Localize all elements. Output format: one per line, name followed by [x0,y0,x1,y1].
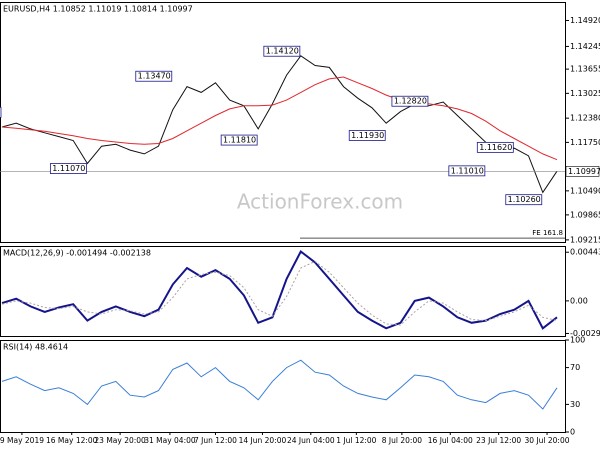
y-tick-label: 70 [570,363,580,372]
price-callout-box [0,106,2,118]
y-tick-label: 1.10490 [570,186,600,195]
y-tick-label: 1.14245 [570,42,600,51]
x-tick-label: 31 May 04:00 [144,436,196,445]
series-line [1,249,558,330]
current-price-box [565,166,600,177]
price-callout: 1.14120 [266,47,299,56]
price-callout: 1.10260 [508,195,541,204]
y-tick-label: 0.004434 [570,248,600,257]
current-price-label: 1.10997 [568,167,600,176]
title-bg [1,3,195,14]
x-tick-label: 23 Jul 12:00 [476,436,521,445]
price-callout: 1.12820 [394,97,427,106]
x-tick-label: 16 Jul 04:00 [428,436,473,445]
x-tick-label: 23 May 20:00 [94,436,146,445]
price-callout-box [263,45,301,57]
y-tick-label: 1.14920 [570,16,600,25]
x-tick-label: 8 Jul 20:00 [382,436,422,445]
price-callout: 1.11810 [223,136,256,145]
x-tick-label: 16 May 12:00 [46,436,98,445]
panel-title: RSI(14) 48.4614 [3,343,68,352]
y-tick-label: 100 [570,336,585,345]
price-callout: 1.11070 [52,164,85,173]
y-tick-label: 1.11750 [570,138,600,147]
y-tick-label: 1.13025 [570,89,600,98]
price-callout-box [476,141,514,153]
y-tick-label: 1.13655 [570,65,600,74]
x-tick-label: 7 Jun 12:00 [194,436,237,445]
x-tick-label: 30 Jul 20:00 [525,436,570,445]
price-callout-box [448,165,486,177]
x-tick-label: 9 May 2019 [0,436,44,445]
price-callout-box [391,95,429,107]
fe-label: FE 161.8 [532,229,563,237]
panel-frame [0,2,566,243]
x-tick-label: 1 Jul 12:00 [336,436,376,445]
y-tick-label: 1.09865 [570,210,600,219]
price-callout-box [505,194,543,206]
y-tick-label: 0 [570,428,575,437]
price-callout-box [348,130,386,141]
price-callout-box [49,163,87,174]
series-line [1,55,558,194]
price-callout: 1.11620 [479,143,512,152]
price-callout: 1.13470 [138,72,171,81]
x-tick-label: 14 Jun 20:00 [239,436,287,445]
price-callout: 1.11930 [351,131,384,140]
panel-frame [0,246,566,337]
series-line [1,76,558,161]
panel-frame [0,340,566,433]
y-tick-label: 1.12380 [570,114,600,123]
watermark: ActionForex.com [237,190,403,214]
price-callout-box [220,134,258,146]
y-tick-label: 0.00 [570,296,588,305]
price-callout-box [135,70,173,82]
title-bg [1,247,153,258]
price-callout: 1.11010 [451,166,484,175]
y-tick-label: 1.09215 [570,235,600,244]
panel-title: EURUSD,H4 1.10852 1.11019 1.10814 1.1099… [3,5,193,14]
y-tick-label: -0.002969 [570,329,600,338]
panel-title: MACD(12,26,9) -0.001494 -0.002138 [3,249,151,258]
x-tick-label: 24 Jun 04:00 [287,436,335,445]
y-tick-label: 30 [570,400,580,409]
series-line [1,359,558,410]
title-bg [1,341,71,352]
series-line [1,260,558,326]
